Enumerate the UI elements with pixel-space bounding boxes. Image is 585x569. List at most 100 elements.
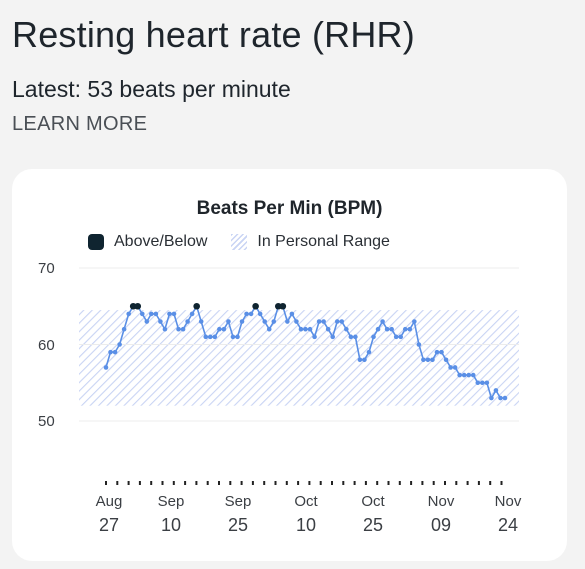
data-point [375, 326, 381, 332]
data-point [357, 357, 363, 363]
data-point [348, 334, 354, 340]
data-point [285, 319, 290, 324]
data-point [121, 326, 127, 332]
data-point [212, 334, 218, 340]
x-axis-tick [263, 481, 266, 485]
data-point [207, 334, 213, 340]
data-point [248, 311, 254, 317]
x-axis-tick [195, 481, 198, 485]
data-point [126, 311, 131, 317]
data-point [244, 311, 249, 317]
data-point [502, 395, 508, 401]
x-axis-tick [251, 481, 254, 485]
data-point [307, 326, 313, 332]
x-axis-tick [331, 481, 333, 485]
data-point [180, 326, 186, 332]
data-point [339, 319, 345, 324]
x-axis-tick [489, 481, 492, 485]
x-axis-tick [477, 481, 480, 485]
x-axis-tick [410, 481, 413, 485]
x-tick-day: 24 [497, 515, 519, 535]
data-point [425, 357, 431, 363]
data-point [498, 395, 503, 401]
data-point [139, 311, 145, 317]
data-point [198, 319, 204, 324]
legend-label-personal-range: In Personal Range [257, 233, 390, 250]
x-tick-day: 10 [295, 515, 317, 535]
page-title: Resting heart rate (RHR) [12, 14, 415, 55]
x-axis-tick [297, 481, 300, 485]
data-point [117, 342, 122, 347]
data-point [380, 319, 385, 324]
data-point [389, 326, 394, 332]
x-axis-tick [376, 481, 379, 485]
data-point [416, 342, 422, 347]
data-point [421, 357, 426, 363]
x-tick-month: Nov [427, 493, 455, 510]
data-point [480, 380, 485, 386]
data-point [402, 326, 408, 332]
x-axis-tick [432, 481, 435, 485]
data-point [362, 357, 367, 363]
data-point [457, 372, 462, 378]
data-point [330, 334, 336, 340]
legend-above-below: Above/Below [88, 233, 207, 251]
data-point [217, 326, 222, 332]
x-axis-tick [206, 481, 209, 485]
x-axis-tick [218, 481, 220, 485]
data-point [239, 319, 245, 324]
chart-legend: Above/Below In Personal Range [88, 233, 414, 251]
x-tick-month: Oct [294, 493, 318, 510]
x-tick-label: Sep 10 [141, 493, 201, 534]
x-tick-month: Oct [361, 493, 385, 510]
data-point [266, 326, 272, 332]
above-below-point [134, 302, 142, 310]
data-point [430, 357, 435, 363]
data-point [149, 311, 154, 317]
data-point [303, 326, 308, 332]
data-point [443, 357, 449, 363]
rhr-chart [79, 267, 519, 485]
data-point [271, 319, 277, 324]
x-tick-day: 25 [227, 515, 249, 535]
above-below-point [193, 302, 200, 310]
x-axis-tick [444, 481, 446, 485]
personal-range-swatch [231, 234, 248, 250]
data-point [312, 334, 317, 340]
above-below-swatch [88, 234, 104, 250]
x-axis-tick [274, 481, 277, 485]
x-axis-tick [150, 481, 153, 485]
above-below-point [274, 302, 282, 310]
data-point [470, 372, 476, 378]
x-axis-tick [421, 481, 424, 485]
x-tick-day: 27 [98, 515, 120, 535]
data-point [353, 334, 358, 340]
above-below-point [252, 302, 259, 310]
data-point [185, 319, 190, 324]
data-point [235, 334, 240, 340]
chart-title: Beats Per Min (BPM) [196, 198, 383, 219]
above-below-point [279, 302, 287, 310]
data-point [452, 365, 458, 370]
x-axis-tick [353, 481, 356, 485]
data-point [316, 319, 322, 324]
x-tick-label: Oct 10 [276, 493, 336, 534]
x-axis-tick [240, 481, 243, 485]
data-point [461, 372, 467, 378]
data-point [158, 319, 163, 324]
x-axis-tick [285, 481, 288, 485]
data-point [108, 349, 113, 355]
data-point [153, 311, 159, 317]
x-tick-month: Sep [157, 493, 185, 510]
x-axis-tick [116, 481, 119, 485]
data-point [221, 326, 227, 332]
learn-more-link[interactable]: LEARN MORE [12, 113, 148, 135]
y-tick-label: 60 [38, 337, 55, 354]
data-point [489, 395, 494, 401]
x-tick-label: Nov 09 [411, 493, 471, 534]
data-point [334, 319, 340, 324]
x-axis-tick [387, 481, 390, 485]
data-point [344, 326, 349, 332]
x-axis-tick [105, 481, 107, 485]
y-tick-label: 50 [38, 413, 55, 430]
